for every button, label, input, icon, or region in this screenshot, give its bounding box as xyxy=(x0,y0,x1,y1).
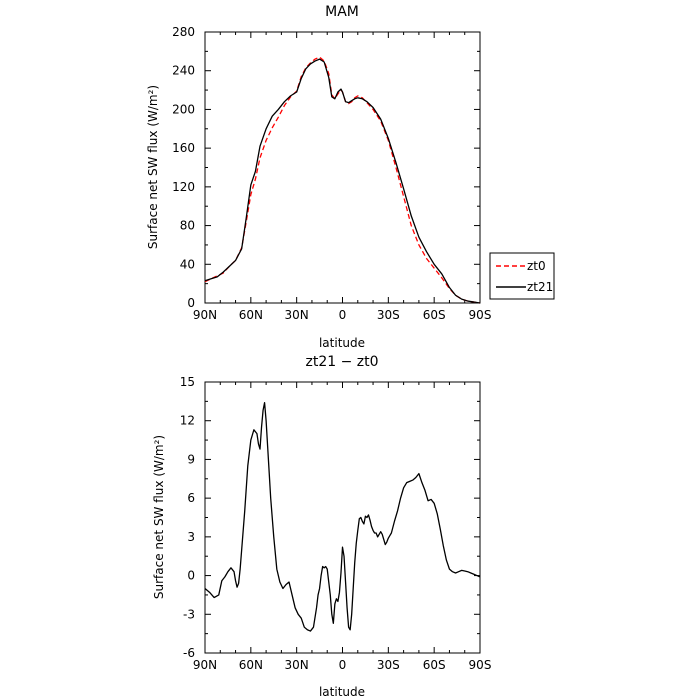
legend-box xyxy=(489,252,555,300)
bottom-panel: zt21 − zt0 90N 60N 30N 0 30S 60S 90S -6 -3 0 3 6 9 12… xyxy=(152,354,491,699)
top-plot-frame xyxy=(204,31,481,304)
top-y-tick-label: 280 xyxy=(172,25,195,39)
bottom-x-tick-label: 0 xyxy=(339,658,347,672)
top-x-tick-label: 0 xyxy=(339,308,347,322)
top-x-tick-label: 90S xyxy=(469,308,492,322)
top-series-line-zt21 xyxy=(204,58,481,304)
bottom-y-tick-label: 3 xyxy=(187,530,195,544)
legend-label-zt0: zt0 xyxy=(527,259,546,273)
top-y-axis-title: Surface net SW flux (W/m²) xyxy=(146,85,160,249)
top-x-tick-label: 30S xyxy=(377,308,400,322)
bottom-panel-title: zt21 − zt0 xyxy=(305,354,378,370)
top-x-tick-label: 60N xyxy=(239,308,263,322)
bottom-y-tick-label: -3 xyxy=(183,607,195,621)
top-x-tick-label: 90N xyxy=(193,308,217,322)
bottom-x-tick-label: 90S xyxy=(469,658,492,672)
top-panel-title: MAM xyxy=(325,4,359,20)
top-y-tick-label: 0 xyxy=(187,296,195,310)
bottom-plot-frame xyxy=(204,381,481,654)
top-panel: MAM 90N 60N 30N 0 30S 60S 90S 0 40 80 120 160 200 240… xyxy=(146,4,555,350)
bottom-x-axis-title: latitude xyxy=(319,685,365,699)
top-y-tick-label: 200 xyxy=(172,102,195,116)
top-x-axis-title: latitude xyxy=(319,336,365,350)
bottom-x-tick-label: 60S xyxy=(423,658,446,672)
bottom-series-line-series-0 xyxy=(204,401,481,632)
bottom-y-tick-label: -6 xyxy=(183,646,195,660)
bottom-y-tick-label: 6 xyxy=(187,491,195,505)
legend: zt0 zt21 xyxy=(489,252,555,300)
top-x-tick-label: 60S xyxy=(423,308,446,322)
top-y-tick-label: 40 xyxy=(180,257,195,271)
legend-label-zt21: zt21 xyxy=(527,280,553,294)
top-y-tick-label: 120 xyxy=(172,180,195,194)
bottom-y-tick-label: 12 xyxy=(180,414,195,428)
bottom-x-tick-label: 30S xyxy=(377,658,400,672)
bottom-y-tick-label: 9 xyxy=(187,452,195,466)
top-y-tick-label: 240 xyxy=(172,64,195,78)
bottom-y-tick-label: 15 xyxy=(180,375,195,389)
bottom-x-tick-label: 30N xyxy=(285,658,309,672)
bottom-y-axis-title: Surface net SW flux (W/m²) xyxy=(152,435,166,599)
top-y-tick-label: 160 xyxy=(172,141,195,155)
top-x-tick-label: 30N xyxy=(285,308,309,322)
top-y-tick-label: 80 xyxy=(180,219,195,233)
bottom-x-tick-label: 60N xyxy=(239,658,263,672)
bottom-y-tick-label: 0 xyxy=(187,569,195,583)
bottom-x-tick-label: 90N xyxy=(193,658,217,672)
